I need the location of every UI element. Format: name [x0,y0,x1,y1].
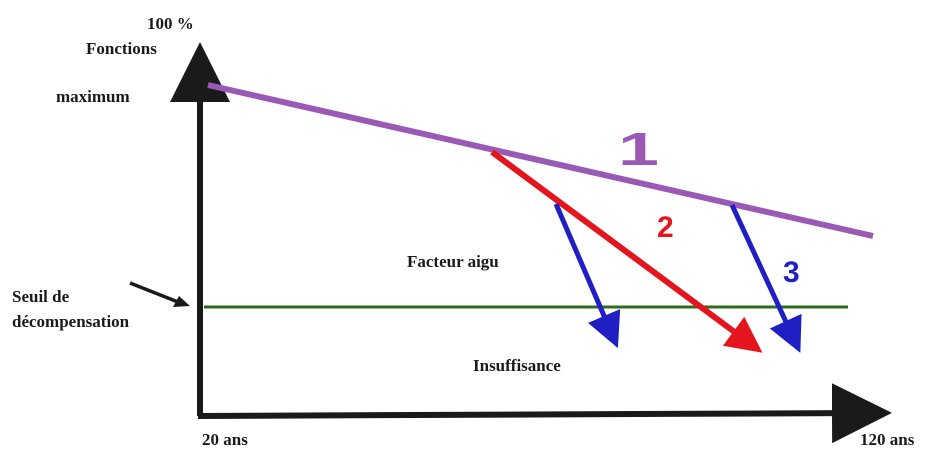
insufficiency-label: Insuffisance [473,356,561,375]
curve-2-arrow [490,149,763,353]
curve-2-label: 2 [657,211,674,244]
x-axis [197,383,892,444]
y-top-maximum-label: maximum [56,87,130,106]
threshold-pointer-head [173,296,190,307]
threshold-label-line1: Seuil de [12,287,70,306]
threshold-label-line2: décompensation [12,312,130,331]
acute-factor-label: Facteur aigu [407,252,499,271]
curve-1-label: 1 [618,123,659,175]
curve-3-arrow [729,203,802,353]
curve-3-label: 3 [783,256,800,289]
curve-1-line [207,82,874,239]
acute-factor-arrow [553,203,621,349]
y-top-percent-label: 100 % [147,14,194,33]
threshold-pointer [129,281,179,304]
x-start-label: 20 ans [202,430,248,449]
x-end-label: 120 ans [860,430,915,449]
y-top-functions-label: Fonctions [86,39,157,58]
